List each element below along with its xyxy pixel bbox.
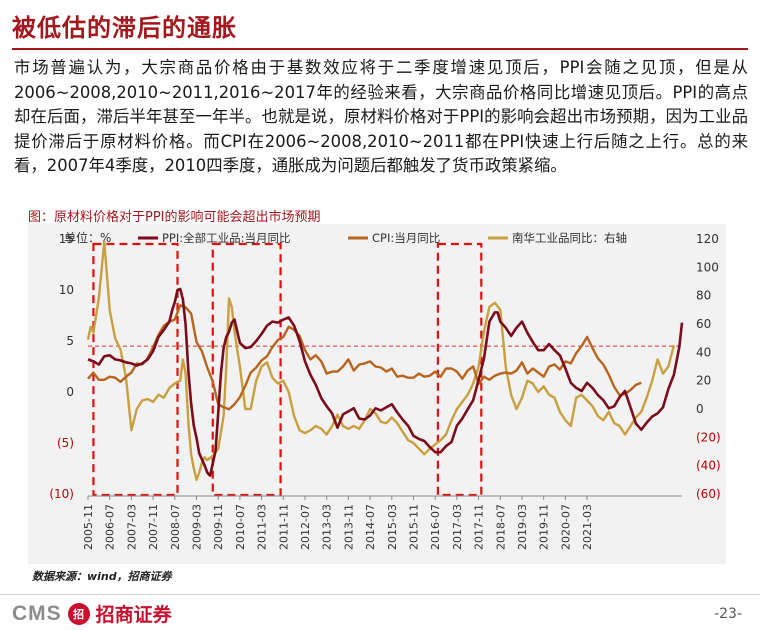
left-axis-tick-label: 0 [66, 385, 74, 399]
x-tick-label: 2005-11 [82, 504, 95, 550]
x-tick-label: 2015-11 [407, 504, 420, 550]
summary-paragraph: 市场普遍认为，大宗商品价格由于基数效应将于二季度增速见顶后，PPI会随之见顶，但… [14, 58, 748, 176]
x-tick-label: 2021-03 [581, 504, 594, 550]
page-number: -23- [714, 606, 742, 622]
x-tick-label: 2020-07 [559, 504, 572, 550]
x-tick-label: 2014-07 [364, 504, 377, 550]
x-tick-label: 2016-07 [429, 504, 442, 550]
x-tick-label: 2019-03 [516, 504, 529, 550]
right-axis-tick-label: 20 [696, 374, 711, 388]
left-axis-tick-label: (10) [49, 487, 74, 501]
x-tick-label: 2009-11 [212, 504, 225, 550]
series-line-3 [86, 240, 676, 481]
right-axis-tick-label: 120 [696, 232, 719, 246]
x-tick-label: 2017-03 [451, 504, 464, 550]
x-tick-label: 2015-03 [386, 504, 399, 550]
x-tick-label: 2007-03 [125, 504, 138, 550]
legend-label: CPI:当月同比 [372, 231, 440, 245]
x-tick-label: 2007-11 [147, 504, 160, 550]
x-tick-label: 2013-03 [321, 504, 334, 550]
x-tick-label: 2009-03 [190, 504, 203, 550]
x-tick-label: 2006-07 [104, 504, 117, 550]
right-axis-tick-label: 100 [696, 260, 719, 274]
company-logo: CMS 招 招商证券 [12, 600, 172, 627]
logo-text: CMS [12, 601, 62, 625]
chart-area: (10) (5) 0 5 10 15 (60) (40) (20) 0 20 40 60 80 100 120… [28, 224, 726, 564]
footer-divider [0, 594, 760, 595]
x-tick-label: 2017-11 [473, 504, 486, 550]
highlight-box-2 [211, 242, 282, 497]
highlight-box-1 [92, 242, 179, 497]
x-tick-label: 2019-11 [538, 504, 551, 550]
x-tick-label: 2018-07 [494, 504, 507, 550]
right-axis-tick-label: 60 [696, 317, 711, 331]
left-axis-tick-label: (5) [57, 436, 74, 450]
logo-brand: 招商证券 [95, 604, 172, 626]
right-axis-tick-label: (40) [696, 459, 721, 473]
right-axis-tick-label: 40 [696, 345, 711, 359]
logo-mark-icon: 招 [67, 602, 90, 625]
x-tick-label: 2011-11 [277, 504, 290, 550]
chart-svg: (10) (5) 0 5 10 15 (60) (40) (20) 0 20 40 60 80 100 120… [49, 230, 721, 550]
series-line-2 [87, 304, 642, 411]
right-axis-tick-label: 0 [696, 402, 704, 416]
legend-label: PPI:全部工业品:当月同比 [162, 231, 291, 245]
series-line-1 [87, 287, 684, 477]
legend-label: 南华工业品同比：右轴 [512, 231, 627, 245]
x-tick-label: 2010-07 [234, 504, 247, 550]
highlight-box-3 [436, 242, 483, 497]
unit-label: 单位：% [64, 230, 111, 245]
page-title: 被低估的滞后的通胀 [12, 13, 237, 42]
figure-caption: 图：原材料价格对于PPI的影响可能会超出市场预期 [28, 210, 321, 225]
x-tick-label: 2008-07 [169, 504, 182, 550]
right-axis-tick-label: (60) [696, 487, 721, 501]
left-axis-tick-label: 10 [59, 283, 74, 297]
left-axis-tick-label: 5 [66, 334, 74, 348]
right-axis-tick-label: 80 [696, 289, 711, 303]
data-source: 数据来源：wind，招商证券 [32, 570, 172, 583]
left-axis-tick-label: 15 [59, 232, 74, 246]
x-tick-label: 2011-03 [256, 504, 269, 550]
x-tick-label: 2013-11 [342, 504, 355, 550]
x-tick-label: 2012-07 [299, 504, 312, 550]
title-divider [12, 48, 748, 50]
right-axis-tick-label: (20) [696, 430, 721, 444]
